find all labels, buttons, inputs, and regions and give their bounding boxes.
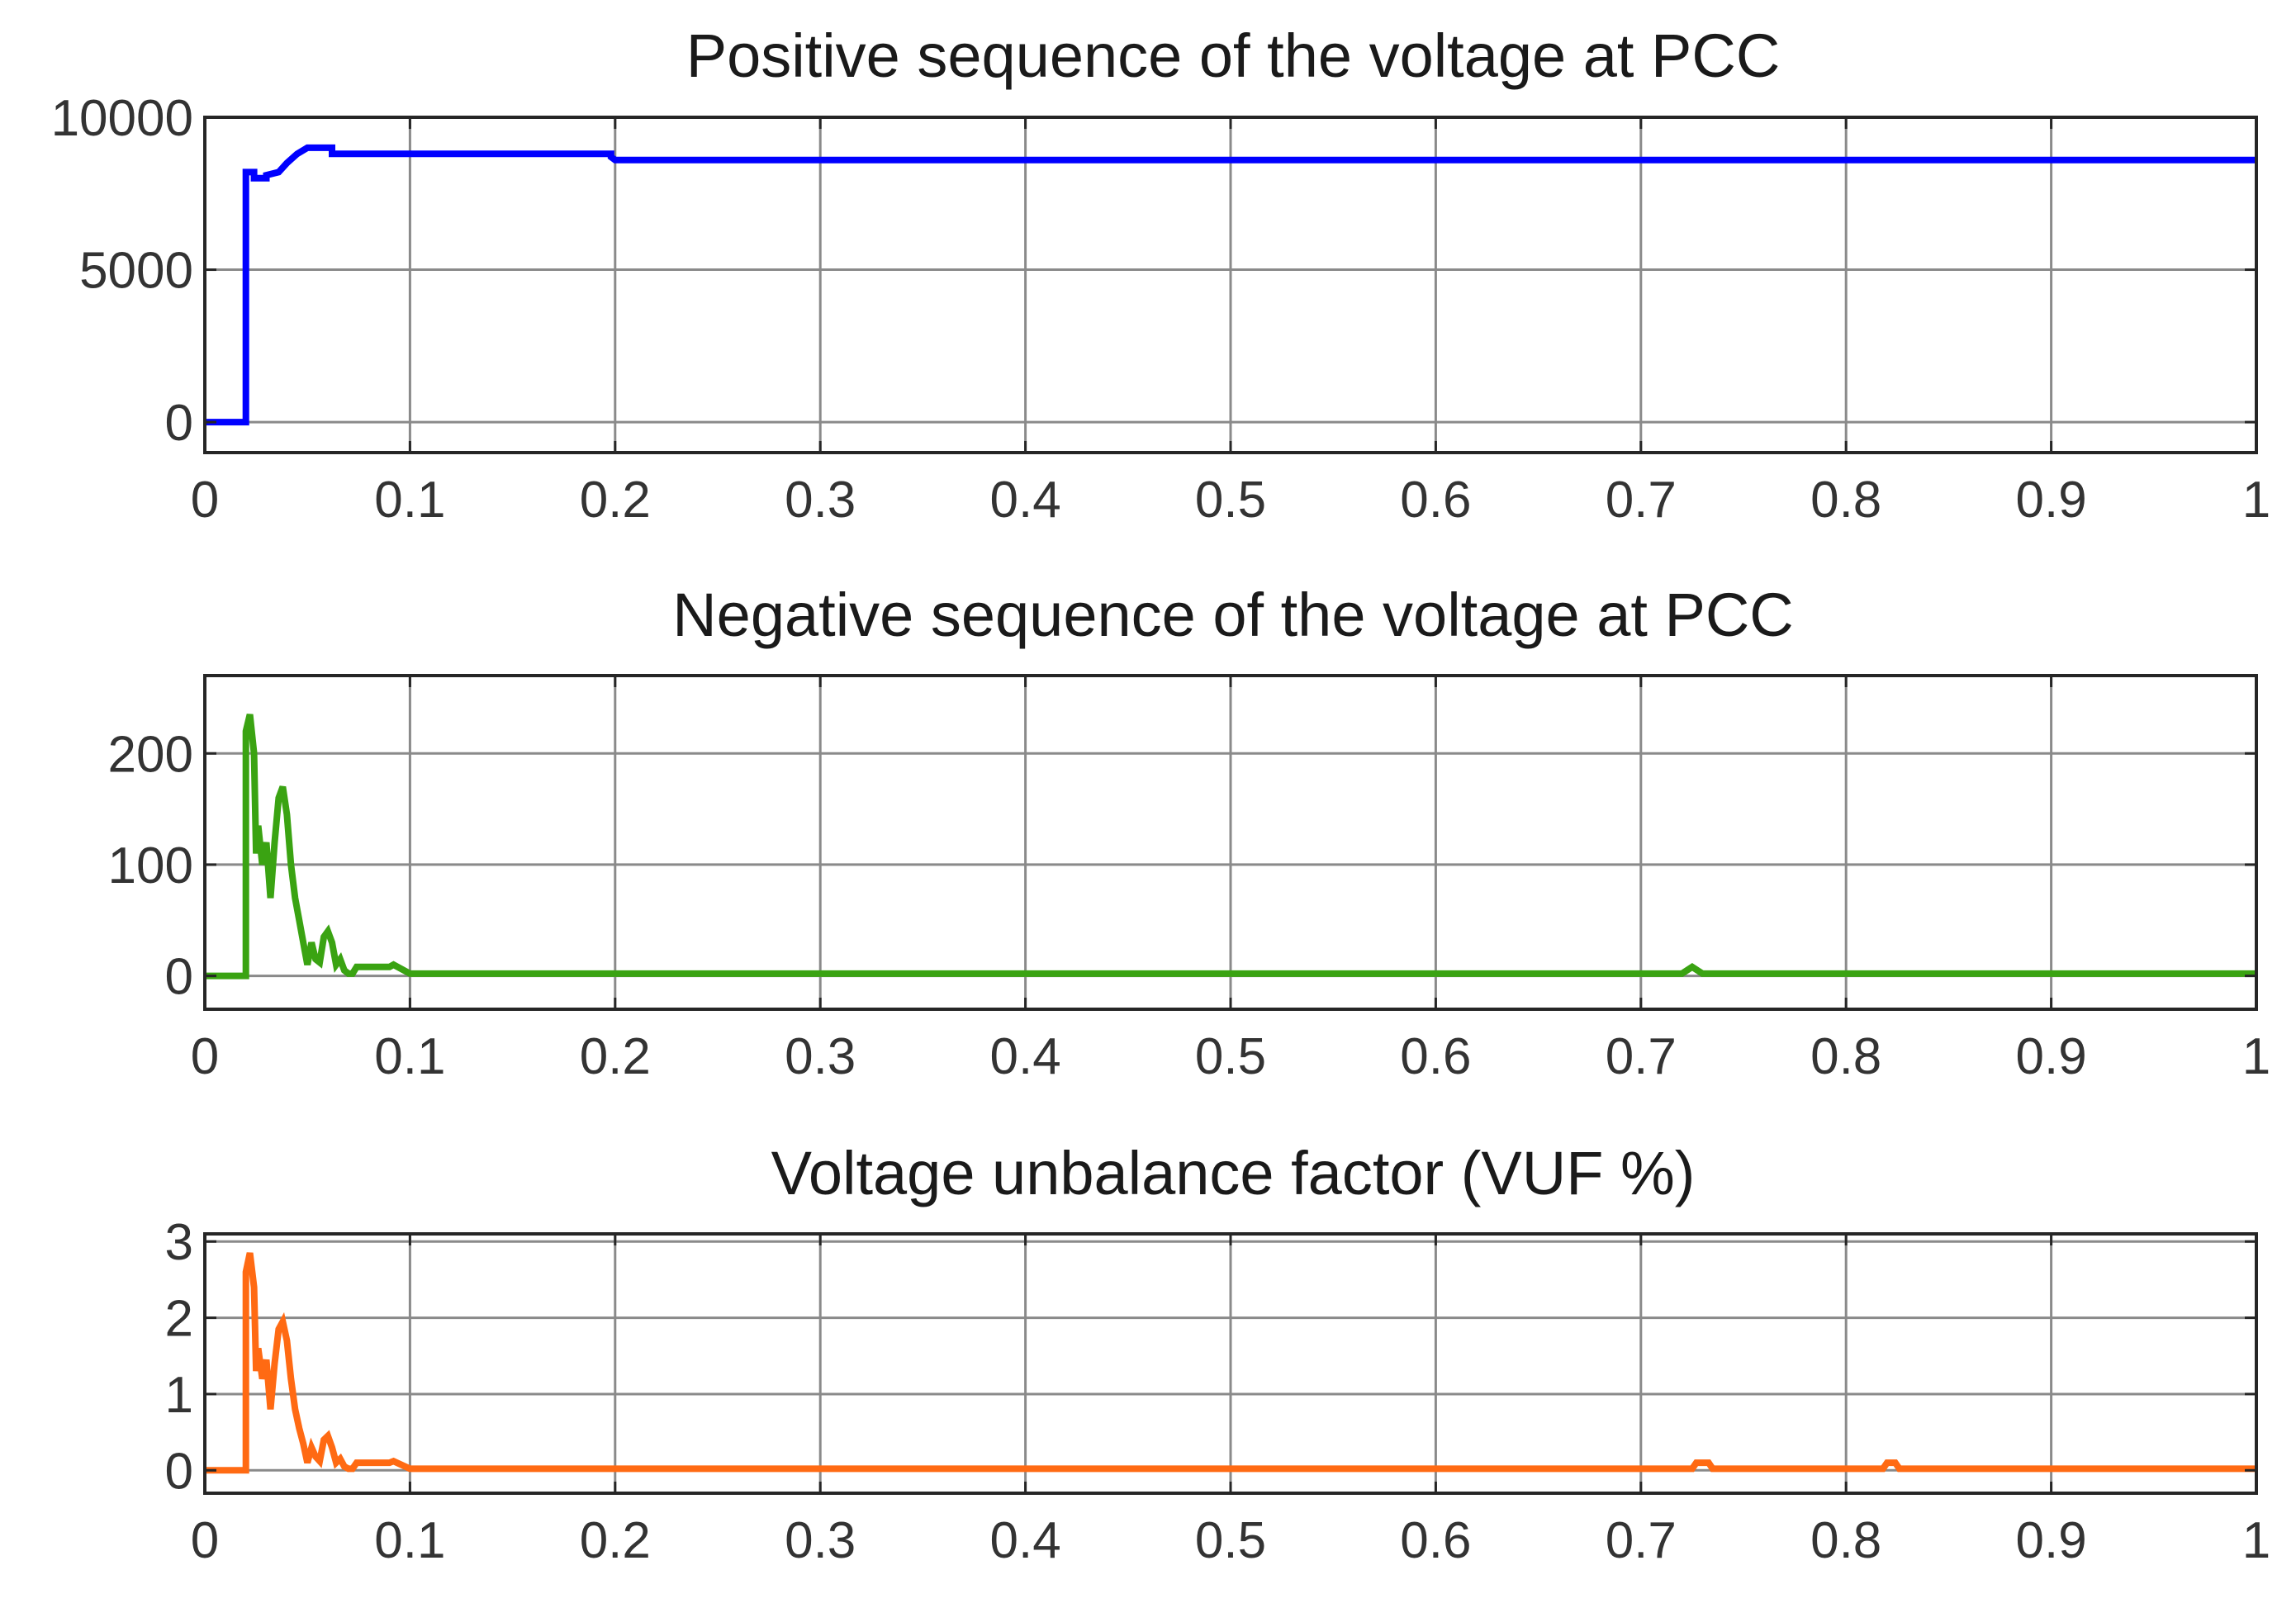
- x-tick-label: 0.9: [2015, 1028, 2086, 1085]
- title-vuf: Voltage unbalance factor (VUF %): [771, 1139, 1696, 1207]
- x-tick-label: 0.9: [2015, 1512, 2086, 1569]
- panel-negative-sequence: Negative sequence of the voltage at PCC …: [108, 581, 2271, 1085]
- x-tick-label: 0: [191, 472, 219, 529]
- x-tick-label: 0.3: [785, 1512, 856, 1569]
- panel-positive-sequence: Positive sequence of the voltage at PCC …: [51, 21, 2271, 529]
- plot-area-positive-sequence: 0 0.1 0.2 0.3 0.4 0.5 0.6 0.7 0.8 0.9 1 0 5000 10000: [51, 90, 2271, 529]
- x-tick-label: 0.8: [1810, 1028, 1881, 1085]
- x-tick-label: 1: [2242, 1028, 2270, 1085]
- x-tick-label: 0.2: [580, 472, 651, 529]
- x-tick-label: 0.7: [1606, 1028, 1677, 1085]
- x-tick-label: 0: [191, 1512, 219, 1569]
- x-tick-label: 0.7: [1606, 1512, 1677, 1569]
- x-tick-label: 0.6: [1400, 1028, 1471, 1085]
- y-tick-label: 200: [108, 726, 193, 783]
- panel-vuf: Voltage unbalance factor (VUF %) 0 0.1 0.2…: [165, 1139, 2271, 1569]
- y-tick-label: 0: [165, 1443, 193, 1500]
- series-line-vuf: [205, 1252, 2256, 1474]
- x-tick-label: 0.4: [989, 1512, 1060, 1569]
- x-tick-label: 0.8: [1810, 1512, 1881, 1569]
- x-tick-label: 0.8: [1810, 472, 1881, 529]
- x-tick-label: 0.5: [1195, 1512, 1266, 1569]
- title-positive-sequence: Positive sequence of the voltage at PCC: [686, 21, 1781, 90]
- x-tick-label: 0.6: [1400, 472, 1471, 529]
- x-tick-label: 0.9: [2015, 472, 2086, 529]
- y-tick-label: 100: [108, 837, 193, 894]
- series-line-negative-sequence: [205, 714, 2256, 980]
- y-tick-label: 3: [165, 1214, 193, 1271]
- title-negative-sequence: Negative sequence of the voltage at PCC: [672, 581, 1794, 649]
- x-tick-label: 0.6: [1400, 1512, 1471, 1569]
- x-tick-label: 0.3: [785, 472, 856, 529]
- x-tick-label: 0.4: [989, 472, 1060, 529]
- x-tick-label: 0.4: [989, 1028, 1060, 1085]
- x-tick-label: 0.5: [1195, 1028, 1266, 1085]
- x-tick-label: 0.2: [580, 1512, 651, 1569]
- y-tick-label: 2: [165, 1291, 193, 1348]
- x-tick-label: 0.3: [785, 1028, 856, 1085]
- y-tick-label: 5000: [79, 243, 193, 300]
- x-tick-label: 0.1: [374, 1512, 445, 1569]
- x-tick-label: 0.5: [1195, 472, 1266, 529]
- plot-area-vuf: 0 0.1 0.2 0.3 0.4 0.5 0.6 0.7 0.8 0.9 1 0 1 2 3: [165, 1214, 2271, 1569]
- x-tick-label: 0.2: [580, 1028, 651, 1085]
- y-tick-label: 1: [165, 1367, 193, 1424]
- y-tick-label: 10000: [51, 90, 193, 147]
- plot-area-negative-sequence: 0 0.1 0.2 0.3 0.4 0.5 0.6 0.7 0.8 0.9 1 0 100 200: [108, 674, 2270, 1085]
- x-tick-label: 1: [2242, 472, 2270, 529]
- y-tick-label: 0: [165, 395, 193, 452]
- x-tick-label: 0.7: [1606, 472, 1677, 529]
- x-tick-label: 0: [191, 1028, 219, 1085]
- x-tick-label: 0.1: [374, 1028, 445, 1085]
- x-tick-label: 1: [2242, 1512, 2270, 1569]
- series-line-positive-sequence: [205, 144, 2256, 426]
- y-tick-label: 0: [165, 949, 193, 1006]
- x-tick-label: 0.1: [374, 472, 445, 529]
